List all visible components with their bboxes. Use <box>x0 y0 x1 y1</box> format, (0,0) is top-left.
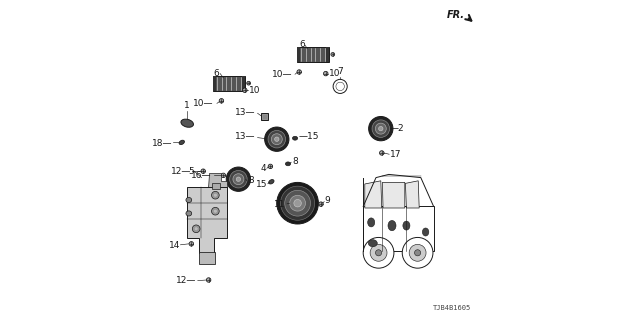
Circle shape <box>271 134 282 145</box>
Circle shape <box>280 186 315 220</box>
Polygon shape <box>383 182 405 208</box>
Ellipse shape <box>292 136 298 140</box>
Circle shape <box>375 123 387 134</box>
Circle shape <box>331 52 335 56</box>
Circle shape <box>370 244 387 261</box>
Circle shape <box>219 99 224 103</box>
Circle shape <box>268 164 273 169</box>
Bar <box>297 47 329 62</box>
Text: 9: 9 <box>325 196 330 205</box>
Text: 16—: 16— <box>191 171 212 180</box>
Text: 17: 17 <box>390 150 401 159</box>
Text: TJB4B1605: TJB4B1605 <box>433 305 471 311</box>
Circle shape <box>285 190 310 216</box>
Bar <box>242 76 245 91</box>
Circle shape <box>243 88 247 92</box>
Ellipse shape <box>269 180 274 184</box>
Polygon shape <box>406 181 419 208</box>
Circle shape <box>333 79 347 93</box>
Polygon shape <box>187 187 227 253</box>
Circle shape <box>372 120 390 137</box>
Circle shape <box>290 195 305 211</box>
Circle shape <box>336 82 344 91</box>
Ellipse shape <box>368 240 378 247</box>
Circle shape <box>369 116 393 141</box>
Ellipse shape <box>181 119 193 127</box>
Circle shape <box>206 278 211 282</box>
Circle shape <box>211 191 220 199</box>
Text: 10—: 10— <box>193 99 214 108</box>
Circle shape <box>230 171 247 188</box>
Circle shape <box>277 182 319 224</box>
Text: 11: 11 <box>274 200 285 209</box>
Circle shape <box>227 167 251 191</box>
Text: 8: 8 <box>292 157 298 166</box>
Text: 12—: 12— <box>175 276 196 285</box>
Bar <box>262 114 268 119</box>
Circle shape <box>236 177 241 181</box>
Bar <box>297 47 300 62</box>
Circle shape <box>201 169 205 173</box>
Text: 12—: 12— <box>171 167 191 176</box>
Circle shape <box>409 244 426 261</box>
Circle shape <box>233 174 244 185</box>
Ellipse shape <box>186 197 192 203</box>
Text: 1: 1 <box>184 101 190 110</box>
Text: 10—: 10— <box>272 70 292 79</box>
Circle shape <box>195 227 198 231</box>
Circle shape <box>214 209 218 213</box>
Polygon shape <box>365 181 381 208</box>
Circle shape <box>221 173 226 178</box>
Bar <box>212 76 245 91</box>
Text: 4: 4 <box>260 164 266 173</box>
Text: 6: 6 <box>214 69 219 78</box>
Circle shape <box>268 131 285 148</box>
Circle shape <box>364 237 394 268</box>
Circle shape <box>379 126 383 131</box>
Text: 7: 7 <box>337 67 343 76</box>
Ellipse shape <box>179 140 184 145</box>
Circle shape <box>211 207 220 215</box>
Circle shape <box>294 199 301 207</box>
Text: —2: —2 <box>390 124 404 133</box>
Text: 5: 5 <box>188 167 193 176</box>
Text: 6: 6 <box>299 40 305 49</box>
Text: 18—: 18— <box>152 139 172 148</box>
Text: 10: 10 <box>249 86 260 95</box>
Circle shape <box>415 250 420 256</box>
Circle shape <box>265 127 289 151</box>
Text: 14: 14 <box>168 241 180 250</box>
Text: 3: 3 <box>248 176 253 185</box>
Bar <box>326 47 329 62</box>
Circle shape <box>323 71 328 76</box>
Bar <box>212 76 216 91</box>
Circle shape <box>319 202 323 206</box>
Bar <box>364 206 434 251</box>
Circle shape <box>297 70 301 74</box>
Ellipse shape <box>388 220 396 231</box>
Bar <box>200 252 215 264</box>
Circle shape <box>192 225 200 233</box>
Circle shape <box>376 250 381 256</box>
Text: FR.: FR. <box>447 10 465 20</box>
Text: 13—: 13— <box>235 108 255 117</box>
Ellipse shape <box>403 221 410 230</box>
Circle shape <box>247 81 251 85</box>
Bar <box>261 113 268 120</box>
Text: 15: 15 <box>256 180 268 189</box>
Circle shape <box>380 151 384 155</box>
Ellipse shape <box>368 218 375 227</box>
Text: 13—: 13— <box>235 132 255 141</box>
Ellipse shape <box>186 211 192 216</box>
Text: —15: —15 <box>298 132 319 140</box>
Ellipse shape <box>285 162 291 166</box>
Circle shape <box>189 242 194 246</box>
Ellipse shape <box>422 228 429 236</box>
Circle shape <box>214 193 218 197</box>
Circle shape <box>275 137 279 141</box>
Text: 10: 10 <box>329 69 340 78</box>
Circle shape <box>402 237 433 268</box>
Bar <box>212 183 220 189</box>
Polygon shape <box>206 173 227 219</box>
